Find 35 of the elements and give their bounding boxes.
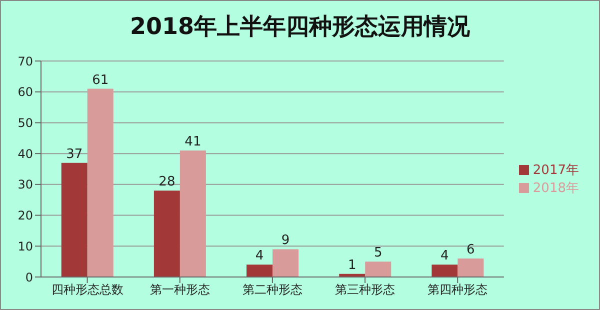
data-label: 6 — [466, 242, 475, 258]
y-tick-label: 10 — [18, 239, 33, 254]
data-label: 28 — [158, 174, 176, 190]
y-tick-label: 40 — [18, 146, 33, 161]
bar — [432, 264, 458, 277]
x-tick-label: 第一种形态 — [150, 282, 210, 297]
bar — [246, 264, 273, 277]
data-label: 9 — [281, 233, 290, 248]
data-label: 37 — [66, 146, 83, 162]
data-label: 41 — [184, 134, 202, 150]
bar — [87, 88, 114, 277]
y-tick-label: 50 — [18, 116, 33, 130]
data-label: 4 — [440, 248, 449, 264]
legend-label: 2017年 — [532, 163, 579, 178]
bar — [154, 190, 180, 277]
bar — [180, 150, 206, 277]
data-label: 61 — [92, 72, 109, 88]
x-tick-label: 第二种形态 — [242, 282, 302, 297]
legend-label: 2018年 — [532, 181, 579, 196]
y-tick-label: 70 — [18, 54, 33, 68]
chart-title: 2018年上半年四种形态运用情况 — [128, 13, 471, 42]
y-tick-label: 20 — [18, 208, 33, 223]
x-tick-label: 第四种形态 — [428, 282, 488, 297]
y-tick-label: 60 — [18, 85, 33, 100]
x-tick-label: 四种形态总数 — [51, 282, 124, 297]
data-label: 1 — [348, 258, 356, 273]
y-tick-label: 0 — [25, 270, 33, 284]
bar — [458, 258, 484, 277]
bar — [61, 162, 88, 277]
bar — [272, 249, 299, 277]
x-tick-label: 第三种形态 — [335, 282, 396, 297]
bar — [365, 262, 392, 277]
data-label: 4 — [255, 248, 264, 264]
y-tick-label: 30 — [18, 178, 33, 192]
data-label: 5 — [374, 246, 382, 261]
